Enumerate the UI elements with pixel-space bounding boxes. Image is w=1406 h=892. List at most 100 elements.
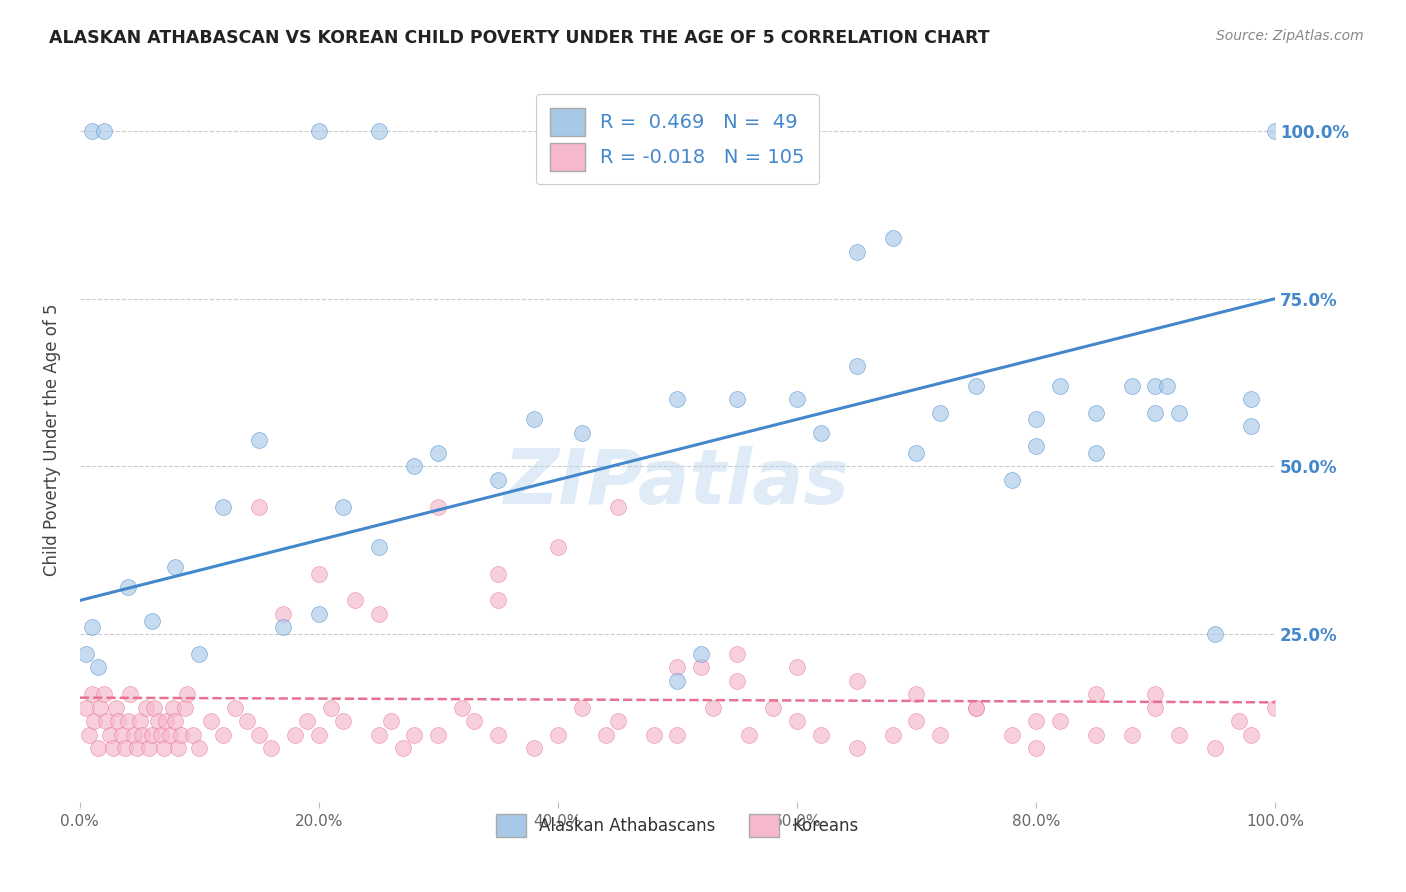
Point	[810, 727, 832, 741]
Point	[75, 647, 97, 661]
Point	[451, 700, 474, 714]
Point	[135, 700, 157, 714]
Point	[89, 700, 111, 714]
Point	[146, 714, 169, 728]
Point	[845, 359, 868, 373]
Point	[150, 727, 173, 741]
Point	[367, 124, 389, 138]
Point	[905, 714, 928, 728]
Point	[690, 660, 713, 674]
Point	[427, 500, 450, 514]
Point	[114, 740, 136, 755]
Point	[1025, 740, 1047, 755]
Point	[308, 566, 330, 581]
Point	[666, 727, 689, 741]
Point	[965, 700, 987, 714]
Point	[332, 500, 354, 514]
Point	[117, 580, 139, 594]
Point	[929, 406, 952, 420]
Point	[486, 566, 509, 581]
Point	[725, 392, 748, 407]
Point	[152, 740, 174, 755]
Point	[965, 700, 987, 714]
Point	[845, 740, 868, 755]
Point	[141, 614, 163, 628]
Point	[1001, 727, 1024, 741]
Point	[929, 727, 952, 741]
Point	[1144, 687, 1167, 701]
Point	[200, 714, 222, 728]
Point	[87, 740, 110, 755]
Point	[295, 714, 318, 728]
Text: Source: ZipAtlas.com: Source: ZipAtlas.com	[1216, 29, 1364, 43]
Point	[905, 687, 928, 701]
Point	[786, 714, 808, 728]
Point	[1168, 406, 1191, 420]
Point	[1084, 687, 1107, 701]
Point	[107, 714, 129, 728]
Point	[1156, 379, 1178, 393]
Point	[1240, 727, 1263, 741]
Point	[1084, 446, 1107, 460]
Point	[571, 700, 593, 714]
Point	[882, 727, 904, 741]
Point	[284, 727, 307, 741]
Point	[595, 727, 617, 741]
Point	[810, 425, 832, 440]
Point	[1204, 627, 1226, 641]
Point	[247, 433, 270, 447]
Point	[762, 700, 785, 714]
Point	[666, 673, 689, 688]
Point	[547, 540, 569, 554]
Point	[120, 687, 142, 701]
Point	[162, 700, 184, 714]
Point	[1144, 700, 1167, 714]
Point	[79, 727, 101, 741]
Point	[404, 727, 426, 741]
Point	[212, 500, 235, 514]
Point	[98, 727, 121, 741]
Point	[111, 727, 134, 741]
Point	[1025, 714, 1047, 728]
Point	[80, 620, 103, 634]
Point	[93, 687, 115, 701]
Point	[1121, 727, 1143, 741]
Point	[96, 714, 118, 728]
Point	[155, 714, 177, 728]
Point	[131, 727, 153, 741]
Point	[786, 392, 808, 407]
Point	[1121, 379, 1143, 393]
Point	[1227, 714, 1250, 728]
Point	[1168, 727, 1191, 741]
Point	[127, 740, 149, 755]
Point	[247, 727, 270, 741]
Point	[1025, 439, 1047, 453]
Point	[786, 660, 808, 674]
Point	[404, 459, 426, 474]
Point	[165, 560, 187, 574]
Point	[103, 740, 125, 755]
Point	[1084, 727, 1107, 741]
Point	[1264, 700, 1286, 714]
Point	[141, 727, 163, 741]
Point	[725, 647, 748, 661]
Point	[547, 727, 569, 741]
Point	[236, 714, 259, 728]
Point	[212, 727, 235, 741]
Point	[606, 500, 628, 514]
Point	[122, 727, 145, 741]
Point	[176, 687, 198, 701]
Point	[183, 727, 205, 741]
Point	[367, 607, 389, 621]
Point	[308, 727, 330, 741]
Point	[905, 446, 928, 460]
Point	[391, 740, 413, 755]
Point	[427, 727, 450, 741]
Point	[845, 244, 868, 259]
Point	[702, 700, 724, 714]
Point	[188, 647, 211, 661]
Point	[308, 607, 330, 621]
Point	[845, 673, 868, 688]
Point	[1264, 124, 1286, 138]
Point	[1084, 406, 1107, 420]
